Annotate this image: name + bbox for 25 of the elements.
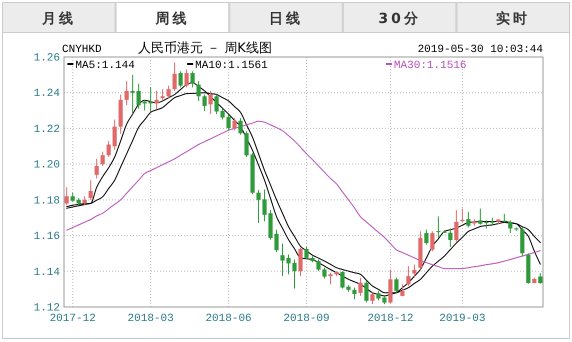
x-tick-label: 2018-03 bbox=[128, 312, 174, 325]
y-tick-label: 1.26 bbox=[34, 52, 60, 65]
text: 实时 bbox=[496, 10, 530, 27]
text: 日线 bbox=[269, 11, 303, 27]
text: 30分 bbox=[378, 11, 421, 27]
x-tick-label: 2018-06 bbox=[205, 312, 252, 325]
x-tick-label: 2017-12 bbox=[50, 312, 96, 325]
text: 月线 bbox=[40, 11, 76, 27]
y-tick-label: 1.18 bbox=[34, 195, 60, 208]
y-tick-label: 1.12 bbox=[34, 302, 60, 315]
y-tick-label: 1.20 bbox=[34, 160, 60, 172]
legend-label: MA5:1.144 bbox=[75, 60, 136, 72]
legend-label: MA30:1.1516 bbox=[394, 60, 467, 72]
chart-title: 人民币港元 － 周K线图 bbox=[138, 41, 272, 56]
y-tick-label: 1.24 bbox=[34, 88, 60, 100]
x-tick-label: 2018-12 bbox=[367, 312, 414, 325]
text: 2019-05-30 10:03:44 bbox=[418, 44, 544, 56]
x-tick-label: 2019-03 bbox=[439, 312, 486, 325]
y-tick-label: 1.14 bbox=[34, 266, 60, 279]
y-tick-label: 1.22 bbox=[34, 124, 60, 136]
text: CNYHKD bbox=[62, 44, 102, 56]
legend-label: MA10:1.1561 bbox=[195, 60, 268, 72]
x-tick-label: 2018-09 bbox=[283, 312, 330, 325]
text: 周线 bbox=[154, 11, 190, 27]
y-tick-label: 1.16 bbox=[34, 231, 60, 244]
